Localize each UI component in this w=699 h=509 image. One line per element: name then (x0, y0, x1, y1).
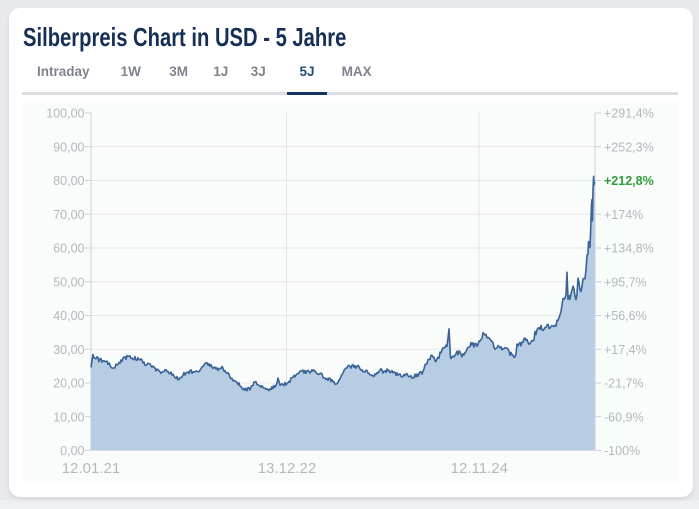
svg-text:-100%: -100% (604, 444, 640, 458)
svg-text:60,00: 60,00 (53, 242, 84, 256)
svg-text:+56,6%: +56,6% (604, 309, 647, 323)
svg-text:13.12.22: 13.12.22 (258, 460, 316, 477)
svg-text:+291,4%: +291,4% (604, 107, 654, 121)
svg-text:+174%: +174% (604, 208, 643, 222)
svg-text:10,00: 10,00 (53, 410, 84, 424)
svg-text:70,00: 70,00 (53, 208, 84, 222)
svg-text:40,00: 40,00 (53, 309, 84, 323)
svg-text:+252,3%: +252,3% (604, 140, 654, 154)
svg-text:+134,8%: +134,8% (604, 242, 654, 256)
svg-text:-21,7%: -21,7% (604, 377, 644, 391)
svg-text:12.01.21: 12.01.21 (62, 460, 120, 477)
svg-text:+17,4%: +17,4% (604, 343, 647, 357)
svg-text:0,00: 0,00 (60, 444, 84, 458)
svg-text:90,00: 90,00 (53, 140, 84, 154)
svg-text:30,00: 30,00 (53, 343, 84, 357)
svg-text:100,00: 100,00 (46, 107, 84, 121)
svg-text:20,00: 20,00 (53, 377, 84, 391)
svg-text:50,00: 50,00 (53, 275, 84, 289)
svg-text:80,00: 80,00 (53, 174, 84, 188)
svg-text:+212,8%: +212,8% (604, 174, 654, 188)
svg-text:+95,7%: +95,7% (604, 275, 647, 289)
svg-text:12.11.24: 12.11.24 (451, 460, 508, 477)
svg-text:-60,9%: -60,9% (604, 410, 644, 424)
